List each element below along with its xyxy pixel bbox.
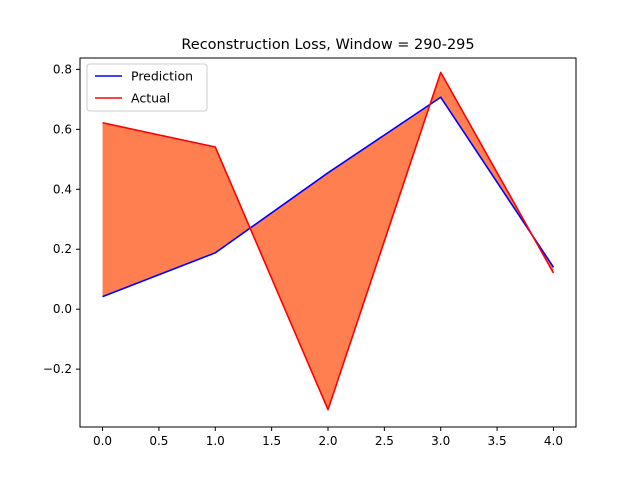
y-tick-label: 0.0 (53, 302, 72, 316)
y-tick-label: 0.6 (53, 122, 72, 136)
x-axis-ticks: 0.0 0.5 1.0 1.5 2.0 2.5 3.0 3.5 4.0 (93, 427, 563, 448)
fill-between-area (102, 72, 554, 410)
legend: Prediction Actual (86, 63, 208, 112)
x-tick-label: 1.5 (262, 434, 281, 448)
x-tick-label: 2.0 (318, 434, 337, 448)
x-tick-label: 3.0 (431, 434, 450, 448)
y-tick-label: 0.8 (53, 62, 72, 76)
y-tick-label: 0.4 (53, 182, 72, 196)
x-tick-label: 3.5 (488, 434, 507, 448)
legend-label-actual: Actual (131, 91, 170, 106)
series-lines (102, 71, 555, 411)
fill-between-polygon (102, 72, 554, 410)
y-tick-label: 0.2 (53, 242, 72, 256)
x-tick-label: 4.0 (544, 434, 563, 448)
x-tick-label: 0.5 (149, 434, 168, 448)
chart-title: Reconstruction Loss, Window = 290-295 (181, 37, 474, 53)
y-tick-label: −0.2 (43, 362, 72, 376)
legend-label-prediction: Prediction (131, 69, 193, 84)
x-tick-label: 1.0 (206, 434, 225, 448)
x-tick-label: 0.0 (93, 434, 112, 448)
x-tick-label: 2.5 (375, 434, 394, 448)
y-axis-ticks: −0.2 0.0 0.2 0.4 0.6 0.8 (43, 62, 80, 376)
